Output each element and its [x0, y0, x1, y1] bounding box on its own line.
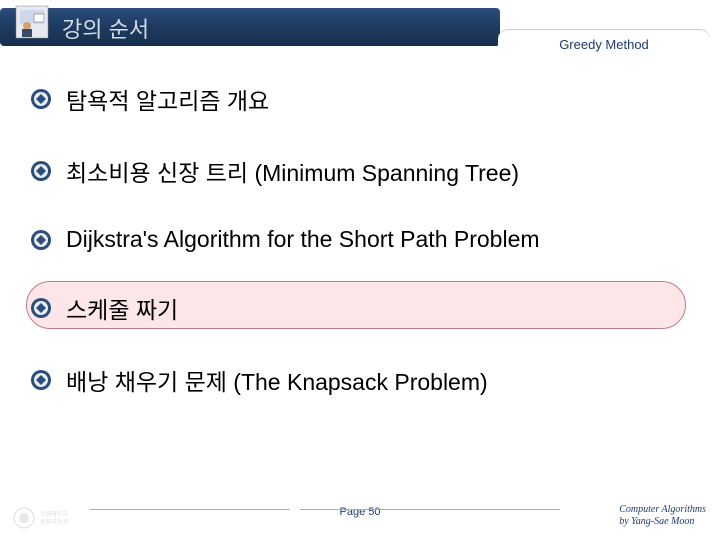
slide-title: 강의 순서 [62, 12, 149, 44]
bullet-icon [30, 297, 52, 319]
footer-divider [90, 509, 290, 510]
list-item: 배낭 채우기 문제 (The Knapsack Problem) [30, 363, 690, 397]
bullet-icon [30, 229, 52, 251]
list-item: Dijkstra's Algorithm for the Short Path … [30, 226, 690, 253]
svg-text:강원대학교: 강원대학교 [40, 510, 68, 518]
header-tab-label: Greedy Method [559, 37, 649, 52]
page-number: Page 50 [340, 506, 381, 518]
item-text: 탐욕적 알고리즘 개요 [66, 82, 269, 116]
bullet-icon [30, 88, 52, 110]
footer-credit: Computer Algorithms by Yang-Sae Moon [619, 504, 706, 528]
footer-divider [300, 509, 560, 510]
university-logo: 강원대학교 컴퓨터과학 [12, 506, 82, 530]
content-area: 탐욕적 알고리즘 개요 최소비용 신장 트리 (Minimum Spanning… [0, 52, 720, 397]
list-item-highlighted: 스케줄 짜기 [30, 291, 690, 325]
item-text: 스케줄 짜기 [66, 291, 178, 325]
item-text: 배낭 채우기 문제 (The Knapsack Problem) [66, 363, 488, 397]
bullet-icon [30, 160, 52, 182]
presenter-icon [14, 4, 50, 40]
item-text: 최소비용 신장 트리 (Minimum Spanning Tree) [66, 154, 519, 188]
list-item: 최소비용 신장 트리 (Minimum Spanning Tree) [30, 154, 690, 188]
slide-footer: 강원대학교 컴퓨터과학 Page 50 Computer Algorithms … [0, 492, 720, 532]
bullet-icon [30, 369, 52, 391]
list-item: 탐욕적 알고리즘 개요 [30, 82, 690, 116]
svg-text:컴퓨터과학: 컴퓨터과학 [40, 518, 68, 526]
item-text: Dijkstra's Algorithm for the Short Path … [66, 226, 540, 253]
header-tab: Greedy Method [498, 30, 710, 58]
credit-line-1: Computer Algorithms [619, 504, 706, 516]
slide-header: 강의 순서 Greedy Method [0, 0, 720, 52]
credit-line-2: by Yang-Sae Moon [619, 516, 706, 528]
